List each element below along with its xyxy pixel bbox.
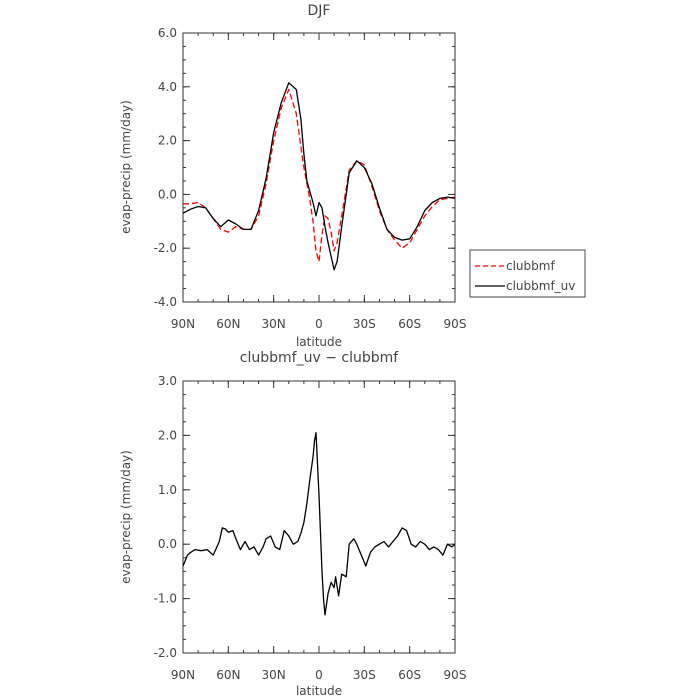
x-tick-label: 30N [262,317,286,331]
x-tick-label: 0 [315,317,323,331]
y-tick-label: 2.0 [158,428,177,442]
y-axis-label: evap-precip (mm/day) [119,100,133,234]
y-tick-label: -2.0 [154,241,177,255]
x-tick-label: 30S [353,668,376,682]
plot-frame [182,32,456,303]
x-tick-label: 30N [262,668,286,682]
x-axis-label: latitude [296,684,342,698]
legend-box [469,249,586,298]
series-line-clubbmf-uv [182,82,456,271]
series-line-clubbmf [183,88,456,263]
y-tick-label: -2.0 [154,646,177,660]
y-tick-label: 6.0 [158,26,177,40]
y-tick-label: 2.0 [158,134,177,148]
chart-panel-djf: DJF latitude evap-precip (mm/day) 90N 60N… [119,3,466,349]
x-tick-label: 30S [353,317,376,331]
y-tick-label: 4.0 [158,80,177,94]
x-tick-label: 60S [398,668,421,682]
chart-panel-difference: clubbmf_uv − clubbmf latitude evap-preci… [119,350,466,698]
legend: clubbmf clubbmf_uv [469,249,586,298]
x-tick-label: 90S [444,317,467,331]
y-tick-label: -4.0 [154,295,177,309]
y-tick-label: 1.0 [158,483,177,497]
chart-title: clubbmf_uv − clubbmf [240,350,399,366]
x-tick-label: 0 [315,668,323,682]
x-tick-label: 90N [171,317,195,331]
y-axis-label: evap-precip (mm/day) [119,450,133,584]
x-tick-label: 90N [171,668,195,682]
legend-label-clubbmf: clubbmf [506,259,555,273]
y-tick-label: 0.0 [158,537,177,551]
x-tick-label: 90S [444,668,467,682]
x-tick-label: 60S [398,317,421,331]
y-tick-label: 3.0 [158,374,177,388]
plot-frame [182,380,456,654]
y-tick-label: 0.0 [158,187,177,201]
legend-label-clubbmf-uv: clubbmf_uv [506,279,575,293]
x-tick-label: 60N [216,668,240,682]
y-tick-label: -1.0 [154,592,177,606]
chart-title: DJF [308,3,331,19]
x-tick-label: 60N [216,317,240,331]
series-line-difference [182,432,456,616]
x-axis-label: latitude [296,335,342,349]
